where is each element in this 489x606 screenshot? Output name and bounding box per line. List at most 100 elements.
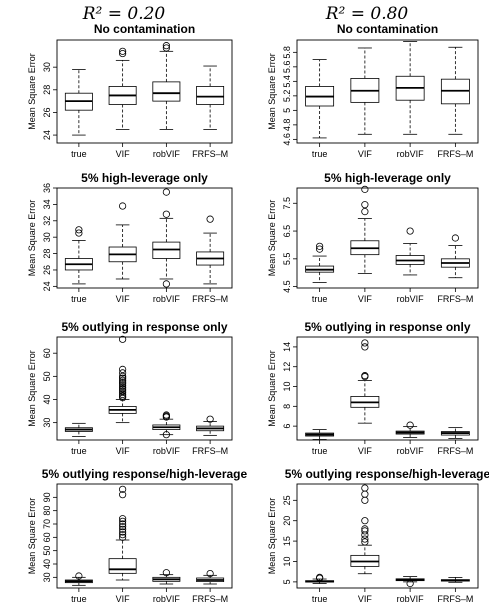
x-tick-label: true (71, 294, 87, 304)
panel-5: 5% outlying in response only 30 40 50 60 Mean… (27, 320, 233, 456)
x-tick-label: true (71, 594, 87, 604)
plot-frame (56, 483, 233, 589)
outlier-point (119, 515, 127, 523)
box-robVIF (152, 42, 181, 130)
outlier-point (206, 415, 214, 423)
y-tick-label: 5.6 (282, 61, 292, 74)
plot-frame (296, 336, 479, 441)
x-tick-label: VIF (358, 294, 373, 304)
y-axis-label: Mean Square Error (27, 53, 37, 130)
y-tick-label: 14 (282, 342, 292, 352)
y-tick-label: 25 (282, 495, 292, 505)
outlier-point (119, 47, 127, 55)
panel-title: 5% outlying response/high-leverage (285, 467, 489, 481)
y-axis-label: Mean Square Error (267, 53, 277, 130)
outlier-point (119, 369, 127, 377)
outlier-point (119, 382, 127, 390)
x-tick-label: VIF (116, 446, 131, 456)
x-tick-label: FRFS–M (437, 594, 473, 604)
outlier-point (361, 525, 369, 533)
box-robVIF (152, 411, 181, 439)
x-tick-label: FRFS–M (437, 149, 473, 159)
box-true (64, 69, 93, 136)
panel-8: 5% outlying response/high-leverage 5 10 15 2… (267, 467, 489, 604)
outlier-point (75, 229, 83, 237)
box-robVIF (395, 576, 425, 588)
outlier-point (119, 390, 127, 399)
outlier-point (119, 491, 127, 499)
y-tick-label: 5 (282, 579, 292, 584)
outlier-point (361, 185, 369, 193)
x-tick-label: true (312, 294, 328, 304)
outlier-point (119, 374, 127, 382)
y-tick-label: 10 (282, 382, 292, 392)
panel-6: 5% outlying in response only 6 8 10 12 14 Mean… (267, 320, 479, 456)
y-axis-label: Mean Square Error (27, 498, 37, 575)
x-tick-label: FRFS–M (437, 294, 473, 304)
panel-2: No contamination 4.64.8 5 5.2 5.45.6 5.8 Mean … (267, 22, 479, 159)
y-tick-label: 50 (42, 371, 52, 381)
box-true (305, 242, 335, 283)
y-tick-label: 20 (282, 516, 292, 526)
x-tick-label: true (312, 446, 328, 456)
y-tick-label: 24 (42, 130, 52, 140)
outlier-point (119, 520, 127, 528)
y-tick-label: 10 (282, 556, 292, 566)
box-VIF (350, 185, 380, 274)
box-FRFS–M (440, 576, 470, 583)
y-tick-label: 5.5 (282, 253, 292, 266)
outlier-point (119, 383, 127, 392)
box-FRFS–M (196, 65, 225, 130)
box-robVIF (395, 41, 425, 135)
outlier-point (119, 202, 127, 210)
box-FRFS–M (196, 415, 225, 436)
y-tick-label: 60 (42, 532, 52, 542)
outlier-point (406, 227, 414, 235)
box-true (64, 422, 93, 437)
outlier-point (316, 242, 324, 250)
y-tick-label: 28 (42, 85, 52, 95)
y-tick-label: 36 (42, 183, 52, 193)
y-tick-label: 5 (282, 108, 292, 113)
x-tick-label: VIF (358, 149, 373, 159)
x-tick-label: FRFS–M (192, 149, 228, 159)
x-tick-label: robVIF (153, 149, 181, 159)
outlier-point (119, 49, 127, 58)
plot-frame (56, 187, 233, 289)
outlier-point (206, 215, 214, 223)
panel-3: 5% high-leverage only 24 26 28 30 32 34 36 Mean … (27, 171, 233, 304)
box-VIF (350, 484, 380, 575)
outlier-point (162, 411, 170, 419)
outlier-point (119, 376, 127, 384)
outlier-point (75, 226, 83, 234)
box-iqr (152, 81, 181, 102)
y-tick-label: 7.5 (282, 197, 292, 210)
y-tick-label: 8 (282, 404, 292, 409)
y-tick-label: 50 (42, 546, 52, 556)
outlier-point (119, 485, 127, 493)
panel-title: 5% outlying in response only (61, 320, 227, 334)
y-axis-label: Mean Square Error (267, 498, 277, 575)
outlier-point (162, 431, 170, 439)
box-VIF (108, 485, 137, 581)
x-tick-label: VIF (116, 149, 131, 159)
x-tick-label: robVIF (153, 594, 181, 604)
x-tick-label: FRFS–M (437, 446, 473, 456)
outlier-point (361, 372, 369, 380)
x-tick-label: robVIF (397, 594, 425, 604)
box-FRFS–M (440, 234, 470, 279)
x-tick-label: VIF (358, 594, 373, 604)
outlier-point (361, 496, 369, 504)
outlier-point (451, 234, 459, 242)
outlier-point (361, 201, 369, 209)
y-tick-label: 28 (42, 249, 52, 259)
panel-7: 5% outlying response/high-leverage 30 40 50… (27, 467, 248, 604)
x-tick-label: true (312, 594, 328, 604)
y-tick-label: 4.5 (282, 280, 292, 293)
x-tick-label: FRFS–M (192, 446, 228, 456)
box-VIF (108, 47, 137, 130)
x-tick-label: VIF (116, 594, 131, 604)
x-tick-label: true (71, 149, 87, 159)
column-title-left: R² = 0.20 (82, 4, 166, 24)
y-tick-label: 4.8 (282, 119, 292, 132)
